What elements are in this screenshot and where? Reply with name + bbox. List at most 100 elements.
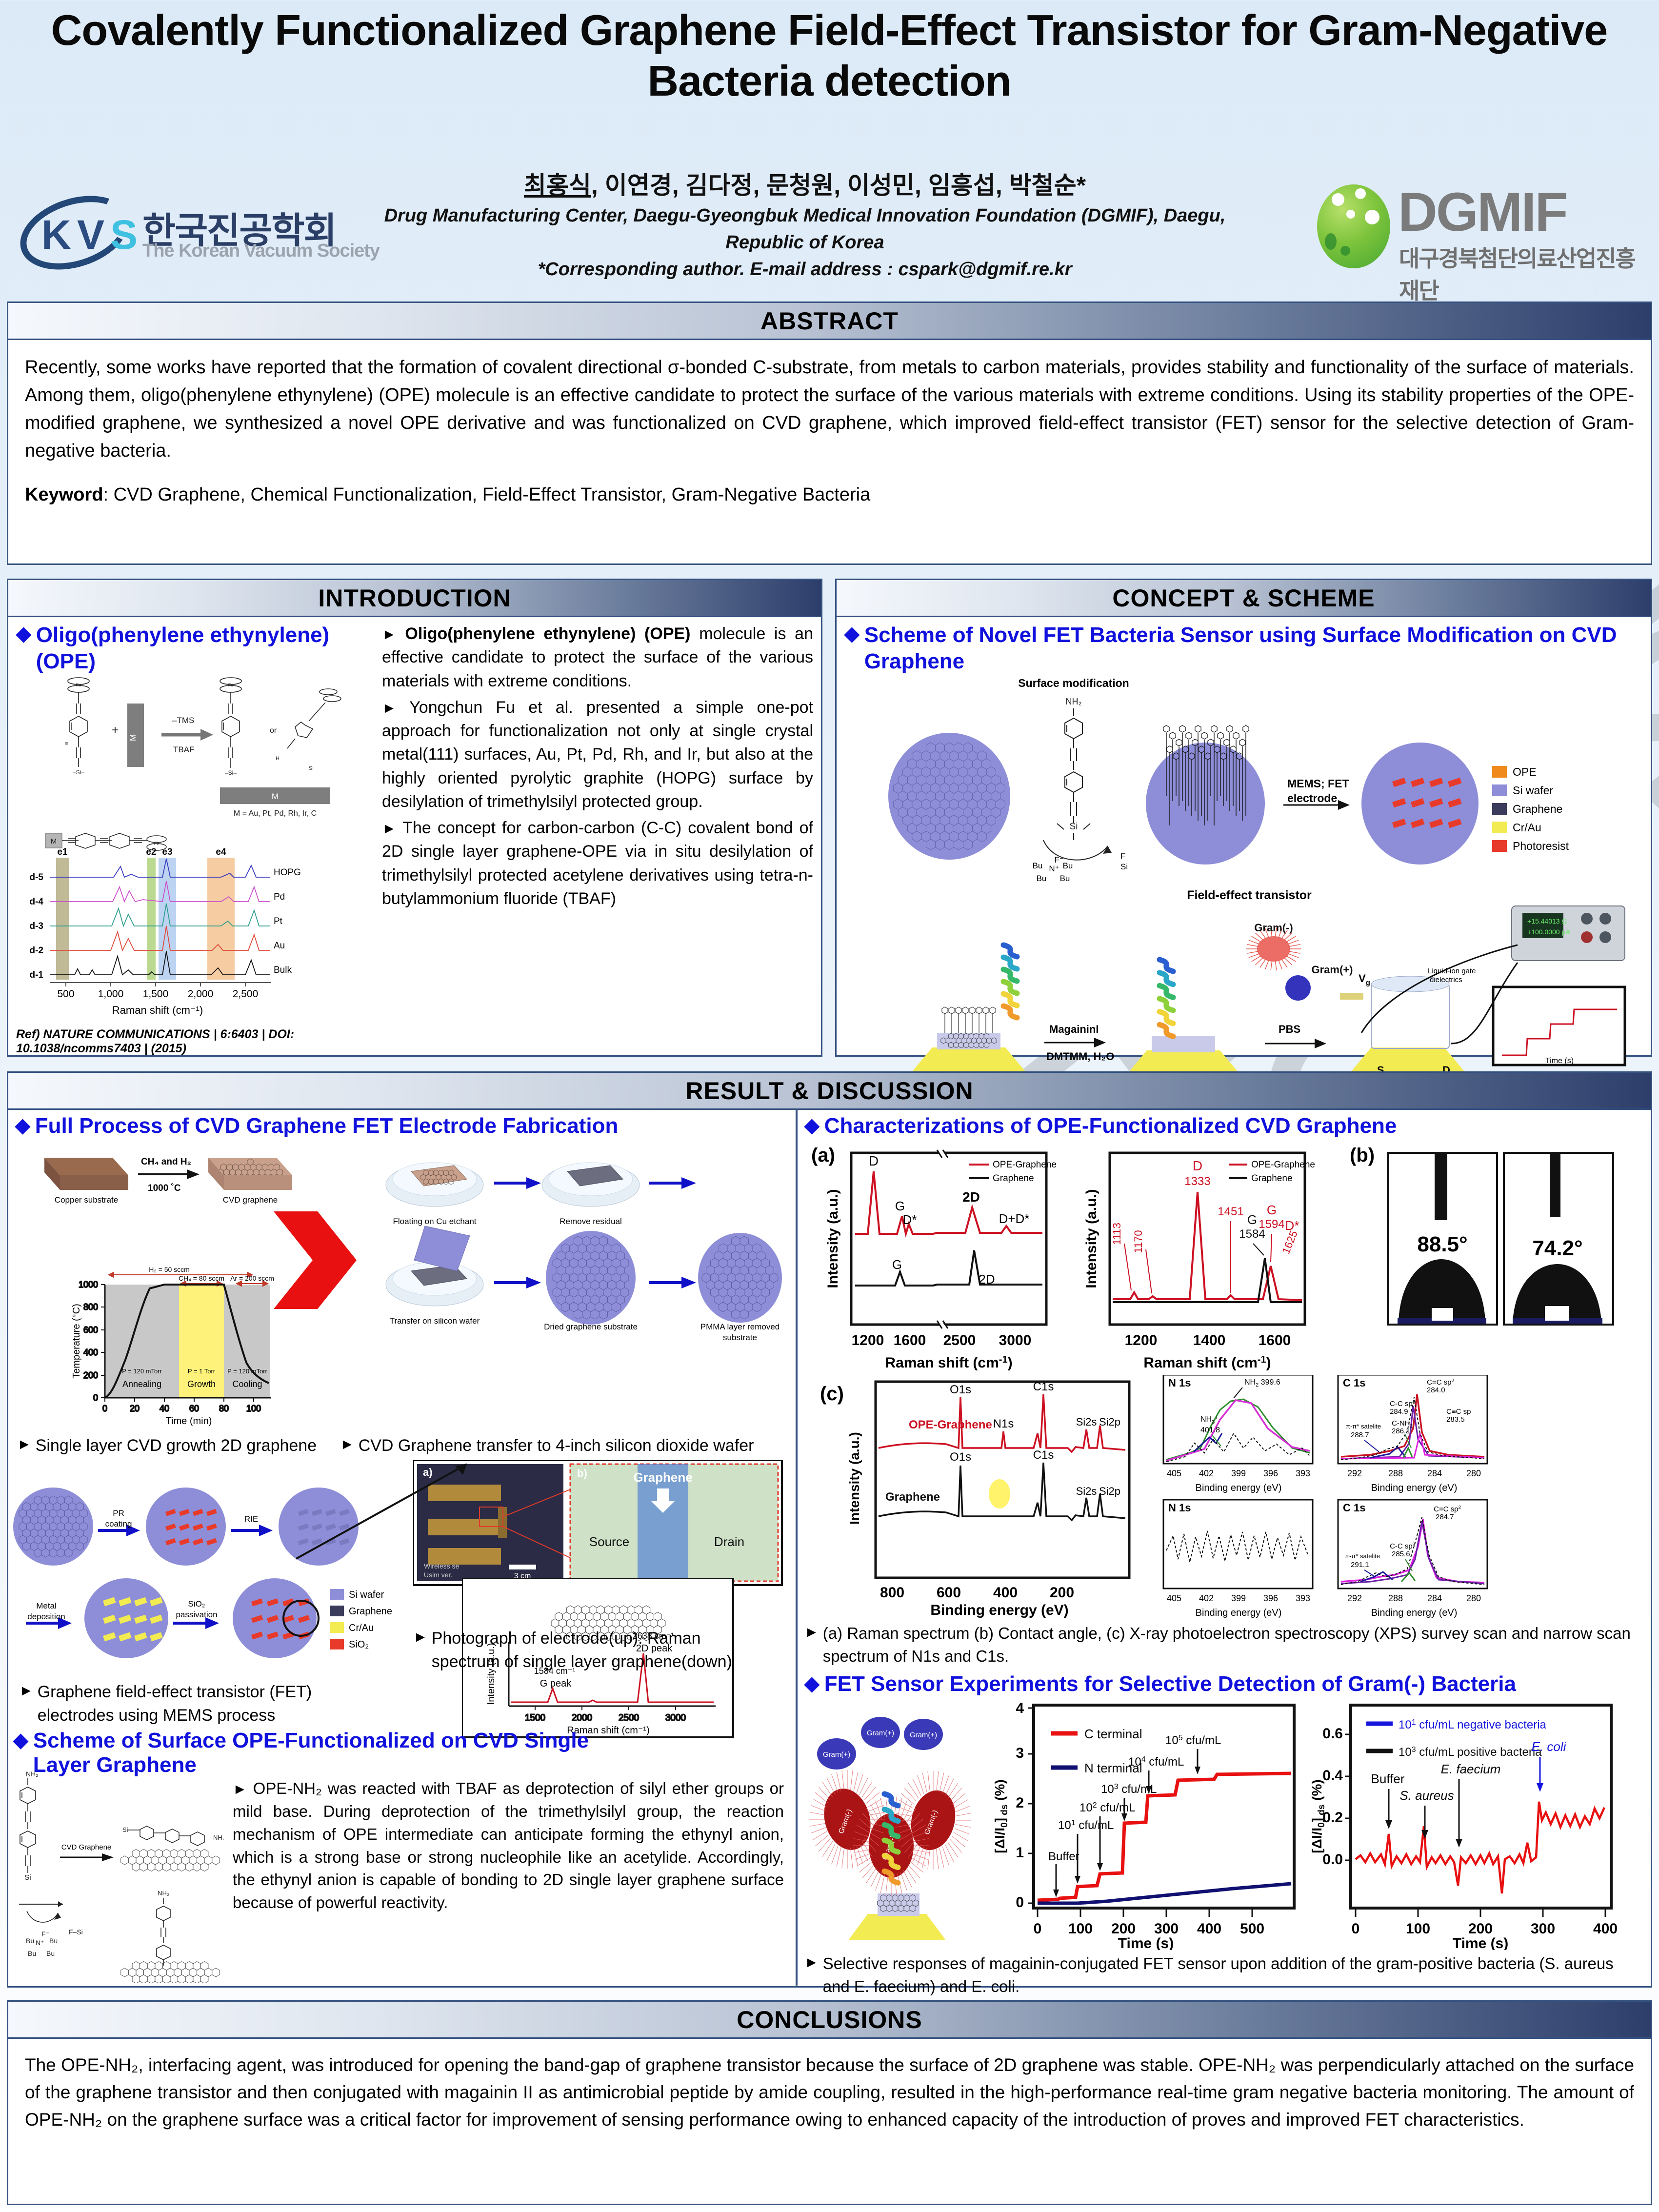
triangle-bullet-icon: ►	[382, 626, 397, 643]
introduction-panel: INTRODUCTION ◆ Oligo(phenylene ethynylen…	[7, 579, 822, 1057]
conclusions-text: The OPE-NH₂, interfacing agent, was intr…	[25, 2055, 1634, 2130]
cooling-pressure-label: P = 120 mTorr	[227, 1367, 267, 1375]
raman-wide-label-2d-ope: 2D	[962, 1189, 980, 1205]
introduction-reference: Ref) NATURE COMMUNICATIONS | 6:6403 | DO…	[16, 1027, 295, 1056]
xps-n1s-ope-title: N 1s	[1168, 1377, 1191, 1389]
svg-text:Fe: Fe	[76, 683, 81, 687]
raman-wide-legend-graphene: Graphene	[993, 1173, 1034, 1184]
raman-wide-xtick-3000: 3000	[999, 1332, 1032, 1348]
kvs-english-name: The Korean Vacuum Society	[142, 241, 380, 261]
annealing-pressure-label: P = 120 mTorr	[122, 1367, 162, 1375]
bu-label-d: Bu	[46, 1950, 55, 1957]
xps-survey-label-si2p-gr: Si2p	[1099, 1485, 1120, 1497]
temp-xtick-60: 60	[189, 1404, 199, 1413]
raman-zoom-label-d: D	[1193, 1158, 1202, 1173]
raman-zoom-legend-graphene: Graphene	[1251, 1173, 1293, 1184]
abstract-banner: ABSTRACT	[8, 303, 1651, 340]
zoom-circle-marker	[282, 1600, 320, 1637]
fet1-ytick-1: 1	[1016, 1845, 1024, 1861]
raman-wide-graphene-trace	[855, 1250, 1042, 1287]
xps-n1s-ope-xaxis-label: Binding energy (eV)	[1196, 1483, 1282, 1493]
bacteria-device-illustration: Gram(+) Gram(+) Gram(+) Gram(-) Gram(-) …	[809, 1716, 971, 1940]
dmtmm-label: DMTMM, H₂O	[1046, 1050, 1114, 1063]
raman-band-label-e1: e1	[57, 847, 68, 857]
triangle-bullet-icon: ►	[233, 1781, 247, 1797]
mems-process-figure: PR coating RIE Metal deposition SiO₂	[13, 1488, 392, 1658]
pmma-removed-wafer	[698, 1233, 782, 1323]
ope-functionalization-chemistry: NH₂ Si	[19, 1770, 224, 1983]
fet1-legend-n-terminal: N terminal	[1084, 1761, 1142, 1775]
fet1-annot-10-1: 101 cfu/mL	[1058, 1819, 1114, 1832]
author-list: 최홍식, 이연경, 김다정, 문청원, 이성민, 임흥섭, 박철순*	[341, 166, 1268, 201]
result-discussion-panel: RESULT & DISCUSSION ◆ Full Process of CV…	[7, 1071, 1652, 1995]
single-layer-raman-chart: 1584 cm⁻¹ G peak 2638 cm⁻¹ 2D peak 1500 …	[462, 1578, 734, 1738]
fluoride-label-left: F⁻	[41, 1930, 49, 1938]
fet1-xtick-400: 400	[1197, 1921, 1221, 1937]
fet-sensor-heading-text: FET Sensor Experiments for Selective Det…	[824, 1671, 1516, 1696]
twod-peak-label: 2D peak	[636, 1643, 673, 1654]
mems-arrow-label-1: MEMS; FET	[1287, 777, 1349, 790]
xps-n1s-ope-xtick-393: 393	[1296, 1468, 1310, 1478]
diamond-bullet-icon: ◆	[13, 1729, 28, 1751]
fet2-xaxis-label: Time (s)	[1453, 1935, 1508, 1950]
xps-c1s-gr-xtick-288: 288	[1388, 1593, 1403, 1603]
xps-survey-series-ope: OPE-Graphene	[909, 1418, 992, 1431]
sio2-passivation-label-1: SiO₂	[188, 1599, 205, 1609]
fet2-ytick-04: 0.4	[1322, 1768, 1343, 1784]
fet1-n-terminal-trace	[1038, 1882, 1292, 1905]
xps-survey-xaxis-label: Binding energy (eV)	[930, 1602, 1068, 1618]
raman-zoom-value-1333: 1333	[1184, 1175, 1210, 1188]
cvd-growth-and-transfer-figure: Copper substrate CH₄ and H₂ 1000 ˚C CVD …	[44, 1157, 782, 1342]
raman-zoom-label-dstar: D*	[1285, 1218, 1299, 1233]
tbaf-label-bu1: Bu	[1033, 861, 1043, 870]
meter-reading-1: +15.44013 Ω	[1527, 917, 1567, 925]
raman-wide-label-g-ope: G	[895, 1199, 905, 1213]
fet1-yaxis-label: [ΔI/I0] ds (%)	[992, 1779, 1010, 1853]
si-top-right: Si	[122, 1826, 128, 1833]
tbaf-label-bu3: Bu	[1037, 874, 1047, 883]
xps-n1s-gr-xtick-399: 399	[1231, 1593, 1246, 1603]
cvd-temperature-profile-chart: H₂ = 50 sccm CH₄ = 80 sccm Ar = 200 sccm…	[71, 1267, 274, 1427]
xps-survey-label-si2s-gr: Si2s	[1076, 1485, 1097, 1497]
xps-c1s-ope-annot-satellite: π-π* satelite	[1346, 1423, 1381, 1430]
xps-survey-label-c1s-gr: C1s	[1033, 1448, 1054, 1462]
g-peak-value: 1584 cm⁻¹	[534, 1666, 576, 1676]
raman-zoom-chart: D 1333 1113 1170 1451 G 1594 G 1584	[1083, 1151, 1315, 1371]
liquid-gate-label-2: dielectrics	[1430, 976, 1462, 984]
nh2-label-left: NH₂	[26, 1770, 39, 1778]
triangle-bullet-icon: ►	[340, 1436, 355, 1452]
diamond-bullet-icon: ◆	[804, 1115, 820, 1136]
xps-c1s-ope-xaxis-label: Binding energy (eV)	[1371, 1483, 1458, 1493]
raman-wide-label-dstar: D*	[903, 1212, 917, 1227]
annealing-label: Annealing	[122, 1379, 161, 1389]
fet2-response-trace	[1355, 1801, 1606, 1893]
g-peak-label: G peak	[540, 1678, 572, 1689]
introduction-bullet-3: ► The concept for carbon-carbon (C-C) co…	[382, 816, 813, 910]
dgmif-logo: DGMIF 대구경북첨단의료산업진흥재단	[1312, 181, 1649, 303]
xps-survey-xtick-400: 400	[993, 1585, 1018, 1601]
mems-legend-crau: Cr/Au	[349, 1623, 374, 1633]
fet1-annot-10-2: 102 cfu/mL	[1079, 1801, 1135, 1814]
transfer-silicon-wafer-label: Transfer on silicon wafer	[390, 1316, 480, 1326]
fet2-xtick-400: 400	[1593, 1921, 1618, 1937]
caption-ope-scheme-text: OPE-NH₂ was reacted with TBAF as deprote…	[233, 1779, 784, 1912]
diamond-bullet-icon: ◆	[844, 623, 859, 644]
raman-zoom-xaxis-label: Raman shift (cm-1)	[1143, 1354, 1271, 1371]
xps-c1s-ope-annot-cc-sp3: C-C sp3	[1390, 1400, 1416, 1408]
fet2-legend-negative: 101 cfu/mL negative bacteria	[1399, 1718, 1547, 1731]
svg-text:Fe: Fe	[228, 683, 234, 687]
xps-n1s-ope-xtick-405: 405	[1167, 1468, 1181, 1478]
conclusions-banner-title: CONCLUSIONS	[737, 2006, 922, 2033]
svg-text:+: +	[112, 724, 119, 737]
panel-label-b: (b)	[1350, 1145, 1375, 1166]
raman-zoom-legend-ope: OPE-Graphene	[1251, 1160, 1315, 1170]
photo-label-b: b)	[577, 1467, 587, 1479]
caption-fet-text: Selective responses of magainin-conjugat…	[822, 1954, 1614, 1995]
fet-chart-concentration: C terminal N terminal Buffer 101 cfu/mL …	[992, 1700, 1296, 1951]
svg-text:–Si–: –Si–	[73, 769, 84, 776]
concept-banner: CONCEPT & SCHEME	[837, 580, 1651, 617]
raman-band-e1	[56, 858, 69, 980]
fet2-ytick-02: 0.2	[1322, 1810, 1343, 1826]
fet-chart-selectivity: 101 cfu/mL negative bacteria 103 cfu/mL …	[1309, 1703, 1618, 1951]
bu-label-c: Bu	[28, 1950, 36, 1957]
